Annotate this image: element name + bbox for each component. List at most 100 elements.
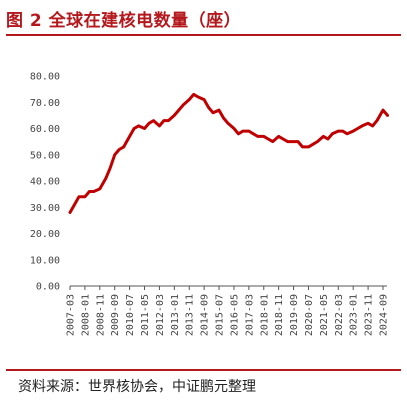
x-tick-label: 2009-09 bbox=[110, 294, 121, 336]
x-tick-label: 2013-01 bbox=[170, 294, 181, 336]
data-point bbox=[277, 135, 280, 138]
y-tick-label: 50.00 bbox=[30, 150, 60, 161]
x-tick-label: 2017-03 bbox=[244, 294, 255, 336]
data-point bbox=[202, 98, 206, 101]
data-point bbox=[232, 127, 236, 130]
line-chart: 0.00 10.00 20.00 30.00 40.00 50.00 60.00 70.00 8… bbox=[30, 72, 390, 337]
y-tick-label: 60.00 bbox=[30, 124, 60, 135]
data-point bbox=[167, 119, 170, 122]
data-point bbox=[77, 195, 81, 198]
data-point bbox=[122, 145, 125, 149]
data-point bbox=[188, 98, 191, 101]
y-tick-label: 20.00 bbox=[30, 229, 60, 240]
data-point bbox=[128, 135, 131, 138]
data-point bbox=[292, 140, 295, 143]
data-point bbox=[386, 114, 389, 117]
data-point bbox=[252, 132, 255, 135]
data-point bbox=[371, 124, 374, 128]
x-tick-label: 2015-07 bbox=[215, 294, 226, 336]
data-point bbox=[143, 127, 146, 130]
data-point bbox=[346, 132, 349, 135]
x-tick-label: 2011-05 bbox=[140, 294, 151, 336]
data-point bbox=[158, 124, 161, 128]
x-tick-label: 2018-11 bbox=[274, 294, 285, 336]
data-point bbox=[326, 137, 330, 141]
data-point bbox=[271, 140, 274, 143]
x-tick-label: 2023-01 bbox=[349, 294, 360, 336]
data-point bbox=[281, 137, 285, 141]
data-point bbox=[109, 166, 112, 170]
x-tick-label: 2013-11 bbox=[185, 294, 196, 336]
data-point bbox=[311, 143, 315, 146]
data-point bbox=[196, 95, 200, 99]
data-point bbox=[351, 129, 355, 133]
data-point bbox=[68, 211, 72, 214]
data-point bbox=[182, 103, 185, 107]
x-tick-label: 2020-07 bbox=[304, 294, 315, 336]
data-point bbox=[262, 135, 265, 138]
x-tick-label: 2016-05 bbox=[229, 294, 240, 336]
data-point bbox=[173, 114, 176, 117]
data-point bbox=[360, 124, 364, 128]
footer-divider bbox=[6, 369, 401, 371]
x-tick-label: 2018-01 bbox=[259, 294, 270, 336]
data-point bbox=[331, 132, 334, 135]
data-point bbox=[73, 203, 76, 206]
x-tick-label: 2008-01 bbox=[80, 294, 91, 336]
data-point bbox=[192, 93, 195, 96]
data-point bbox=[322, 135, 325, 138]
data-point bbox=[366, 122, 370, 125]
data-point bbox=[241, 129, 245, 133]
x-tick-label: 2008-11 bbox=[95, 294, 106, 336]
data-point bbox=[316, 140, 319, 143]
x-tick-label: 2012-03 bbox=[155, 294, 166, 336]
x-tick-label: 2007-03 bbox=[66, 294, 77, 336]
data-point bbox=[98, 187, 102, 191]
data-point bbox=[337, 129, 340, 133]
data-point bbox=[341, 129, 344, 133]
y-tick-label: 80.00 bbox=[30, 72, 60, 83]
x-tick-label: 2014-09 bbox=[200, 294, 211, 336]
data-point bbox=[117, 148, 121, 151]
data-point bbox=[256, 135, 259, 138]
x-tick-label: 2024-09 bbox=[379, 294, 390, 336]
data-point bbox=[356, 127, 359, 130]
y-tick-label: 30.00 bbox=[30, 203, 60, 214]
y-tick-label: 40.00 bbox=[30, 177, 60, 188]
source-note: 资料来源：世界核协会，中证鹏元整理 bbox=[18, 379, 256, 395]
x-tick-label: 2023-11 bbox=[364, 294, 375, 336]
chart-title: 图 2 全球在建核电数量（座） bbox=[6, 11, 242, 31]
x-tick-label: 2021-05 bbox=[319, 294, 330, 336]
data-point bbox=[137, 124, 140, 128]
data-point bbox=[381, 108, 385, 112]
series-line bbox=[68, 92, 389, 214]
data-point bbox=[217, 108, 221, 112]
data-point bbox=[247, 129, 251, 133]
x-tick-label: 2022-03 bbox=[334, 294, 345, 336]
data-point bbox=[92, 190, 96, 193]
y-tick-label: 10.00 bbox=[30, 255, 60, 266]
data-point bbox=[207, 106, 210, 109]
data-point bbox=[132, 127, 136, 130]
x-tick-label: 2010-07 bbox=[125, 294, 136, 336]
title-divider bbox=[6, 34, 401, 36]
data-point bbox=[104, 177, 107, 180]
data-point bbox=[113, 153, 116, 156]
data-point bbox=[83, 195, 87, 198]
y-tick-label: 70.00 bbox=[30, 98, 60, 109]
data-point bbox=[237, 132, 240, 135]
data-point bbox=[267, 137, 270, 141]
data-point bbox=[88, 190, 91, 193]
data-point bbox=[222, 116, 225, 120]
y-tick-label: 0.00 bbox=[36, 282, 60, 293]
data-point bbox=[152, 119, 155, 122]
data-point bbox=[226, 122, 230, 125]
data-point bbox=[301, 145, 304, 149]
data-point bbox=[286, 140, 289, 143]
data-point bbox=[211, 111, 215, 114]
data-point bbox=[296, 140, 300, 143]
data-point bbox=[147, 122, 151, 125]
data-point bbox=[307, 145, 310, 149]
data-point bbox=[375, 119, 379, 122]
data-point bbox=[162, 119, 166, 122]
